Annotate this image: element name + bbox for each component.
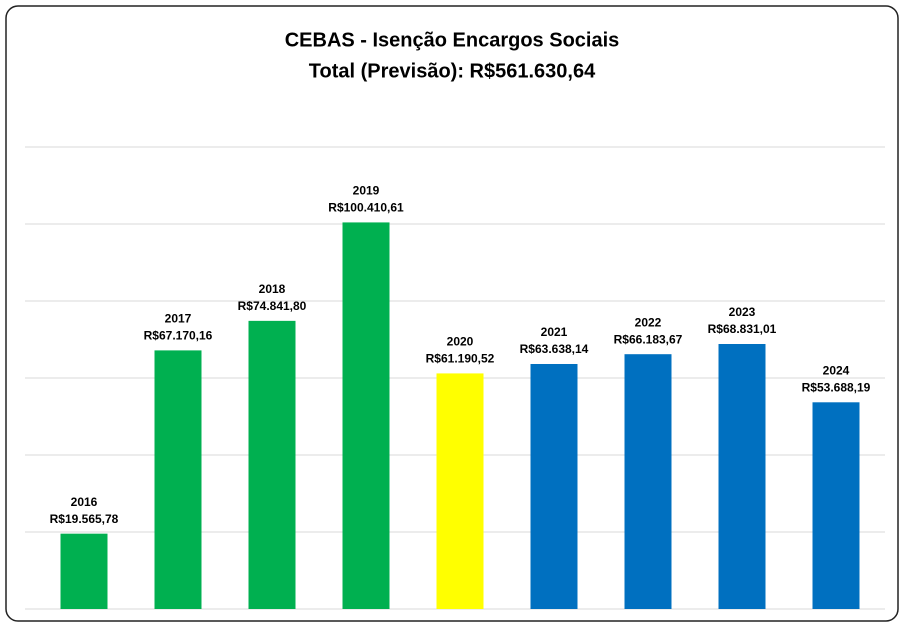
chart-title: CEBAS - Isenção Encargos Sociais bbox=[285, 29, 620, 51]
value-label: R$61.190,52 bbox=[426, 352, 495, 366]
bar bbox=[60, 533, 108, 609]
value-label: R$53.688,19 bbox=[802, 380, 871, 394]
category-label: 2018 bbox=[259, 282, 286, 296]
bar bbox=[624, 354, 672, 609]
bar bbox=[342, 222, 390, 609]
bar bbox=[248, 320, 296, 609]
bar bbox=[436, 373, 484, 609]
value-label: R$100.410,61 bbox=[328, 201, 404, 215]
chart-frame bbox=[5, 5, 899, 622]
bar bbox=[530, 363, 578, 609]
category-label: 2024 bbox=[823, 363, 850, 377]
chart-subtitle: Total (Previsão): R$561.630,64 bbox=[309, 60, 596, 82]
value-label: R$66.183,67 bbox=[614, 332, 683, 346]
category-label: 2020 bbox=[447, 335, 474, 349]
value-label: R$74.841,80 bbox=[238, 299, 307, 313]
value-label: R$67.170,16 bbox=[144, 329, 213, 343]
category-label: 2021 bbox=[541, 325, 568, 339]
value-label: R$63.638,14 bbox=[520, 342, 589, 356]
bar bbox=[718, 344, 766, 609]
category-label: 2019 bbox=[353, 184, 380, 198]
value-label: R$19.565,78 bbox=[50, 512, 119, 526]
category-label: 2023 bbox=[729, 305, 756, 319]
value-label: R$68.831,01 bbox=[708, 322, 777, 336]
category-label: 2017 bbox=[165, 312, 192, 326]
bar bbox=[812, 402, 860, 609]
category-label: 2016 bbox=[71, 495, 98, 509]
category-label: 2022 bbox=[635, 315, 662, 329]
bar bbox=[154, 350, 202, 609]
